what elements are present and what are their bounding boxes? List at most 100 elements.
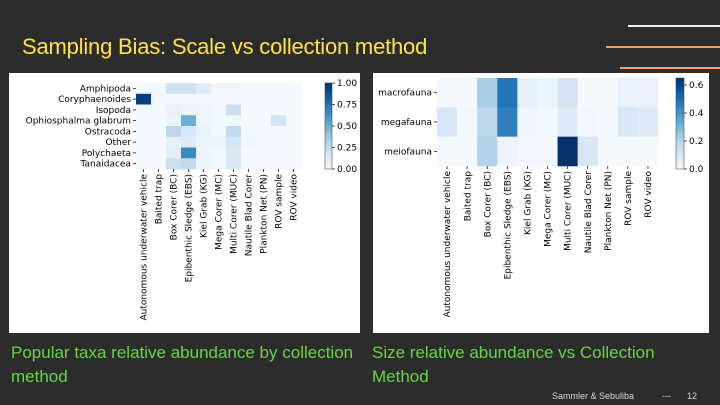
- heatmap-cell: [577, 136, 599, 167]
- row-label: Amphipoda: [80, 84, 131, 94]
- colorbar-tick-label: 1.00: [337, 79, 357, 89]
- column-label: Plankton Net (PN): [260, 174, 270, 254]
- column-label: Nautile Blad Corer: [245, 174, 255, 256]
- row-label: Other: [105, 138, 131, 148]
- colorbar-tick-label: 0.50: [337, 122, 357, 132]
- row-label: Isopoda: [96, 106, 131, 116]
- heatmap-cell: [136, 93, 152, 105]
- heatmap-cell: [151, 147, 167, 159]
- row-label: Ostracoda: [85, 127, 131, 137]
- column-label: Multi Corer (MUC): [230, 174, 240, 254]
- heatmap-cell: [271, 136, 287, 148]
- heatmap-cell: [151, 83, 167, 95]
- colorbar-tick-label: 0.75: [337, 101, 357, 111]
- heatmap-cell: [181, 83, 197, 95]
- column-label: Kiel Grab (KG): [200, 174, 210, 238]
- heatmap-cell: [181, 158, 197, 170]
- heatmap-cell: [241, 104, 257, 116]
- decorative-line: [620, 67, 720, 69]
- heatmap-cell: [256, 104, 272, 116]
- heatmap-cell: [497, 136, 518, 167]
- heatmap-cell: [136, 147, 152, 159]
- heatmap-cell: [286, 136, 302, 148]
- heatmap-cell: [136, 136, 152, 148]
- column-label: ROV sample: [275, 174, 285, 229]
- heatmap-cell: [477, 107, 498, 137]
- caption-left: Popular taxa relative abundance by colle…: [11, 343, 354, 386]
- heatmap-cell: [577, 107, 599, 137]
- heatmap-cell: [226, 83, 242, 95]
- heatmap-cell: [226, 147, 242, 159]
- heatmap-cell: [211, 147, 227, 159]
- heatmap-cell: [211, 83, 227, 95]
- heatmap-cell: [151, 158, 167, 170]
- heatmap-cell: [271, 115, 287, 127]
- colorbar-tick-label: 0.0: [689, 165, 704, 175]
- heatmap-cell: [577, 78, 599, 108]
- heatmap-cell: [181, 93, 197, 105]
- heatmap-cell: [286, 147, 302, 159]
- column-label: ROV video: [644, 171, 654, 218]
- caption-right: Size relative abundance vs Collection Me…: [372, 343, 655, 386]
- heatmap-cell: [437, 136, 458, 167]
- heatmap-cell: [497, 78, 518, 108]
- heatmap-cell: [256, 158, 272, 170]
- row-label: meiofauna: [384, 147, 432, 157]
- heatmap-cell: [136, 126, 152, 138]
- colorbar-tick-label: 0.4: [689, 109, 704, 119]
- heatmap-cell: [241, 83, 257, 95]
- heatmap-cell: [557, 136, 578, 167]
- heatmap-cell: [211, 115, 227, 127]
- heatmap-cell: [517, 78, 538, 108]
- heatmap-cell: [286, 126, 302, 138]
- heatmap-cell: [477, 136, 498, 167]
- column-label: Mega Corer (MC): [215, 174, 225, 250]
- heatmap-cell: [166, 83, 182, 95]
- heatmap-cell: [256, 126, 272, 138]
- size-heatmap: macrofauna megafauna meiofauna Autonomous u…: [378, 77, 704, 318]
- heatmap-cell: [557, 107, 578, 137]
- heatmap-cell: [151, 115, 167, 127]
- heatmap-cell: [597, 78, 619, 108]
- heatmap-cell: [166, 93, 182, 105]
- heatmap-cell: [271, 147, 287, 159]
- heatmap-cell: [517, 107, 538, 137]
- row-label: Coryphaenoides: [58, 95, 131, 105]
- heatmap-cell: [617, 78, 639, 108]
- footer-separator: ---: [662, 391, 671, 401]
- taxa-heatmap-panel: Amphipoda Coryphaenoides Isopoda Ophiosphal…: [9, 73, 360, 333]
- row-label: Tanaidacea: [80, 160, 131, 170]
- heatmap-cell: [557, 78, 578, 108]
- heatmap-cell: [181, 147, 197, 159]
- heatmap-cell: [181, 126, 197, 138]
- column-label: Baited trap: [463, 171, 473, 222]
- heatmap-cell: [457, 136, 478, 167]
- heatmap-cell: [151, 126, 167, 138]
- heatmap-cell: [211, 104, 227, 116]
- heatmap-cell: [136, 115, 152, 127]
- heatmap-cell: [271, 93, 287, 105]
- heatmap-cell: [617, 136, 639, 167]
- heatmap-cell: [196, 83, 212, 95]
- heatmap-cell: [457, 78, 478, 108]
- colorbar-tick-label: 0.6: [689, 81, 704, 91]
- heatmap-cell: [196, 126, 212, 138]
- heatmap-cell: [477, 78, 498, 108]
- heatmap-cell: [211, 136, 227, 148]
- row-label: Polychaeta: [82, 149, 131, 159]
- column-label: Epibenthic Sledge (EBS): [503, 171, 513, 279]
- column-label: Box Corer (BC): [170, 174, 180, 240]
- heatmap-cell: [136, 83, 152, 95]
- column-label: ROV video: [290, 174, 300, 221]
- row-label: megafauna: [381, 118, 432, 128]
- heatmap-cell: [136, 158, 152, 170]
- column-label: Multi Corer (MUC): [564, 171, 574, 251]
- heatmap-cell: [497, 107, 518, 137]
- column-label: Baited trap: [155, 174, 165, 225]
- column-label: Plankton Net (PN): [604, 171, 614, 251]
- heatmap-cell: [196, 93, 212, 105]
- decorative-line: [606, 46, 720, 48]
- heatmap-cell: [226, 158, 242, 170]
- heatmap-cell: [241, 126, 257, 138]
- colorbar: [324, 82, 333, 170]
